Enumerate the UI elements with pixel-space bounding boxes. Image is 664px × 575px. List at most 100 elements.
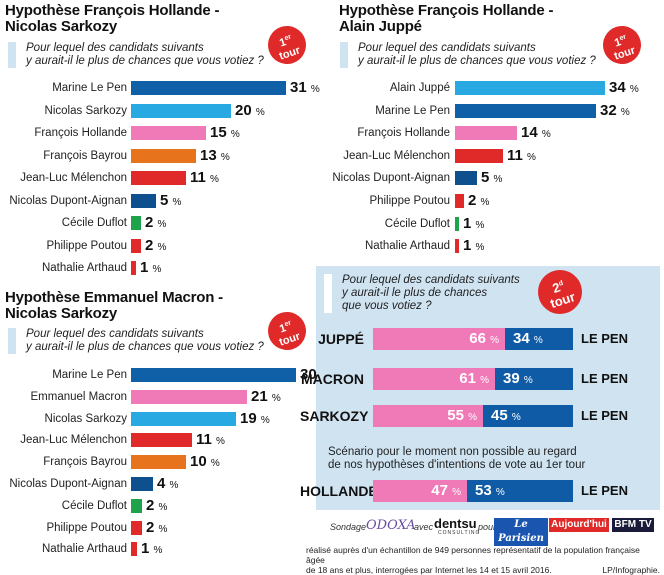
bar-label: Emmanuel Macron xyxy=(30,391,127,403)
second-round-note: Scénario pour le moment non possible au … xyxy=(328,446,648,472)
panel2-question-line2: y aurait-il le plus de chances que vous … xyxy=(358,55,596,67)
credit-label: LP/Infographie. xyxy=(602,565,660,575)
second-round-bar-left: 47 % xyxy=(373,480,467,502)
second-round-bar-left: 55 % xyxy=(373,405,483,427)
bar xyxy=(455,126,517,140)
bar xyxy=(131,81,286,95)
bar xyxy=(455,217,459,231)
bar xyxy=(455,194,464,208)
bar-value-label: 32 % xyxy=(600,102,630,119)
panel3-question-line2: y aurait-il le plus de chances que vous … xyxy=(26,341,264,353)
bar-label: Nathalie Arthaud xyxy=(364,240,450,252)
bar xyxy=(131,126,206,140)
bar-value-label: 5 % xyxy=(481,169,503,186)
bar xyxy=(455,104,596,118)
bar-value-label: 2 % xyxy=(145,237,167,254)
method-line1: réalisé auprès d'un échantillon de 949 p… xyxy=(306,545,640,565)
second-round-note-line1: Scénario pour le moment non possible au … xyxy=(328,446,577,458)
panel2-title-line2: Alain Juppé xyxy=(339,18,422,35)
bar xyxy=(131,477,153,491)
bar-label: François Bayrou xyxy=(43,150,127,162)
second-round-note-line2: de nos hypothèses d'intentions de vote a… xyxy=(328,459,586,471)
bar-label: François Hollande xyxy=(34,127,127,139)
bar-value-label: 34 % xyxy=(609,79,639,96)
dentsu-logo: dentsu xyxy=(434,516,477,531)
bar-value-label: 19 % xyxy=(240,410,270,427)
second-round-bar-right: 53 % xyxy=(467,480,573,502)
bar-label: Nathalie Arthaud xyxy=(41,543,127,555)
bar-label: Nicolas Sarkozy xyxy=(44,413,127,425)
bar xyxy=(131,261,136,275)
bar xyxy=(131,433,192,447)
bar-label: Cécile Duflot xyxy=(384,218,450,230)
bar-label: François Hollande xyxy=(357,127,450,139)
panel3-title: Hypothèse Emmanuel Macron - Nicolas Sark… xyxy=(5,290,305,322)
bar-label: Jean-Luc Mélenchon xyxy=(20,172,127,184)
second-round-candidate: SARKOZY xyxy=(300,408,369,424)
bar-label: Cécile Duflot xyxy=(61,500,127,512)
bar-label: Philippe Poutou xyxy=(46,240,127,252)
bar-value-label: 10 % xyxy=(190,453,220,470)
bar-label: Alain Juppé xyxy=(389,82,450,94)
bar-value-label: 11 % xyxy=(196,431,225,448)
bar xyxy=(131,542,137,556)
bar xyxy=(131,412,236,426)
bar xyxy=(131,368,296,382)
bar-label: Marine Le Pen xyxy=(52,369,127,381)
second-round-opponent: LE PEN xyxy=(581,483,628,498)
bar-value-label: 2 % xyxy=(146,519,168,536)
bar xyxy=(455,149,503,163)
panel3-question-line1: Pour lequel des candidats suivants xyxy=(26,328,204,340)
avec-label: avec xyxy=(414,522,434,532)
bar-label: Philippe Poutou xyxy=(46,522,127,534)
bar xyxy=(131,499,142,513)
bar-value-label: 1 % xyxy=(140,259,162,276)
bar-value-label: 2 % xyxy=(468,192,490,209)
bar-label: Nicolas Sarkozy xyxy=(44,105,127,117)
second-round-candidate: HOLLANDE xyxy=(300,483,378,499)
second-round-candidate: JUPPÉ xyxy=(318,331,364,347)
second-round-question-line1: Pour lequel des candidats suivants xyxy=(342,274,520,286)
panel1-question-line1: Pour lequel des candidats suivants xyxy=(26,42,204,54)
bar-value-label: 2 % xyxy=(145,214,167,231)
bar xyxy=(131,104,231,118)
panel1-title: Hypothèse François Hollande - Nicolas Sa… xyxy=(5,3,305,35)
bar-label: François Bayrou xyxy=(43,456,127,468)
leparisien-logo: Le Parisien xyxy=(494,518,548,546)
bar xyxy=(131,521,142,535)
bar-value-label: 1 % xyxy=(463,237,485,254)
odoxa-logo: ODOXA xyxy=(366,518,416,533)
panel3-question: Pour lequel des candidats suivants y aur… xyxy=(8,328,273,354)
bar-value-label: 4 % xyxy=(157,475,179,492)
bar-value-label: 14 % xyxy=(521,124,551,141)
panel1-title-line1: Hypothèse François Hollande - xyxy=(5,2,220,19)
panel1-title-line2: Nicolas Sarkozy xyxy=(5,18,118,35)
bar-value-label: 1 % xyxy=(463,215,485,232)
panel3-title-line2: Nicolas Sarkozy xyxy=(5,305,118,322)
bfmtv-logo: BFM TV xyxy=(612,518,654,532)
bar xyxy=(455,81,605,95)
second-round-question-line3: que vous votiez ? xyxy=(342,300,432,312)
second-round-opponent: LE PEN xyxy=(581,371,628,386)
panel1-question-line2: y aurait-il le plus de chances que vous … xyxy=(26,55,264,67)
second-round-bar-left: 66 % xyxy=(373,328,505,350)
bar-label: Jean-Luc Mélenchon xyxy=(343,150,450,162)
second-round-bar-right: 34 % xyxy=(505,328,573,350)
bar-value-label: 2 % xyxy=(146,497,168,514)
method-line2: de 18 ans et plus, interrogées par Inter… xyxy=(306,565,552,575)
bar-value-label: 5 % xyxy=(160,192,182,209)
bar xyxy=(131,194,156,208)
second-round-question: Pour lequel des candidats suivants y aur… xyxy=(324,274,554,313)
bar-label: Philippe Poutou xyxy=(369,195,450,207)
bar-value-label: 15 % xyxy=(210,124,240,141)
bar-label: Jean-Luc Mélenchon xyxy=(20,434,127,446)
bar xyxy=(131,455,186,469)
second-round-opponent: LE PEN xyxy=(581,408,628,423)
second-round-opponent: LE PEN xyxy=(581,331,628,346)
bar-value-label: 21 % xyxy=(251,388,281,405)
second-round-question-line2: y aurait-il le plus de chances xyxy=(342,287,488,299)
second-round-candidate: MACRON xyxy=(301,371,364,387)
panel2-title: Hypothèse François Hollande - Alain Jupp… xyxy=(339,3,639,35)
panel3-title-line1: Hypothèse Emmanuel Macron - xyxy=(5,289,223,306)
second-round-bar-right: 45 % xyxy=(483,405,573,427)
